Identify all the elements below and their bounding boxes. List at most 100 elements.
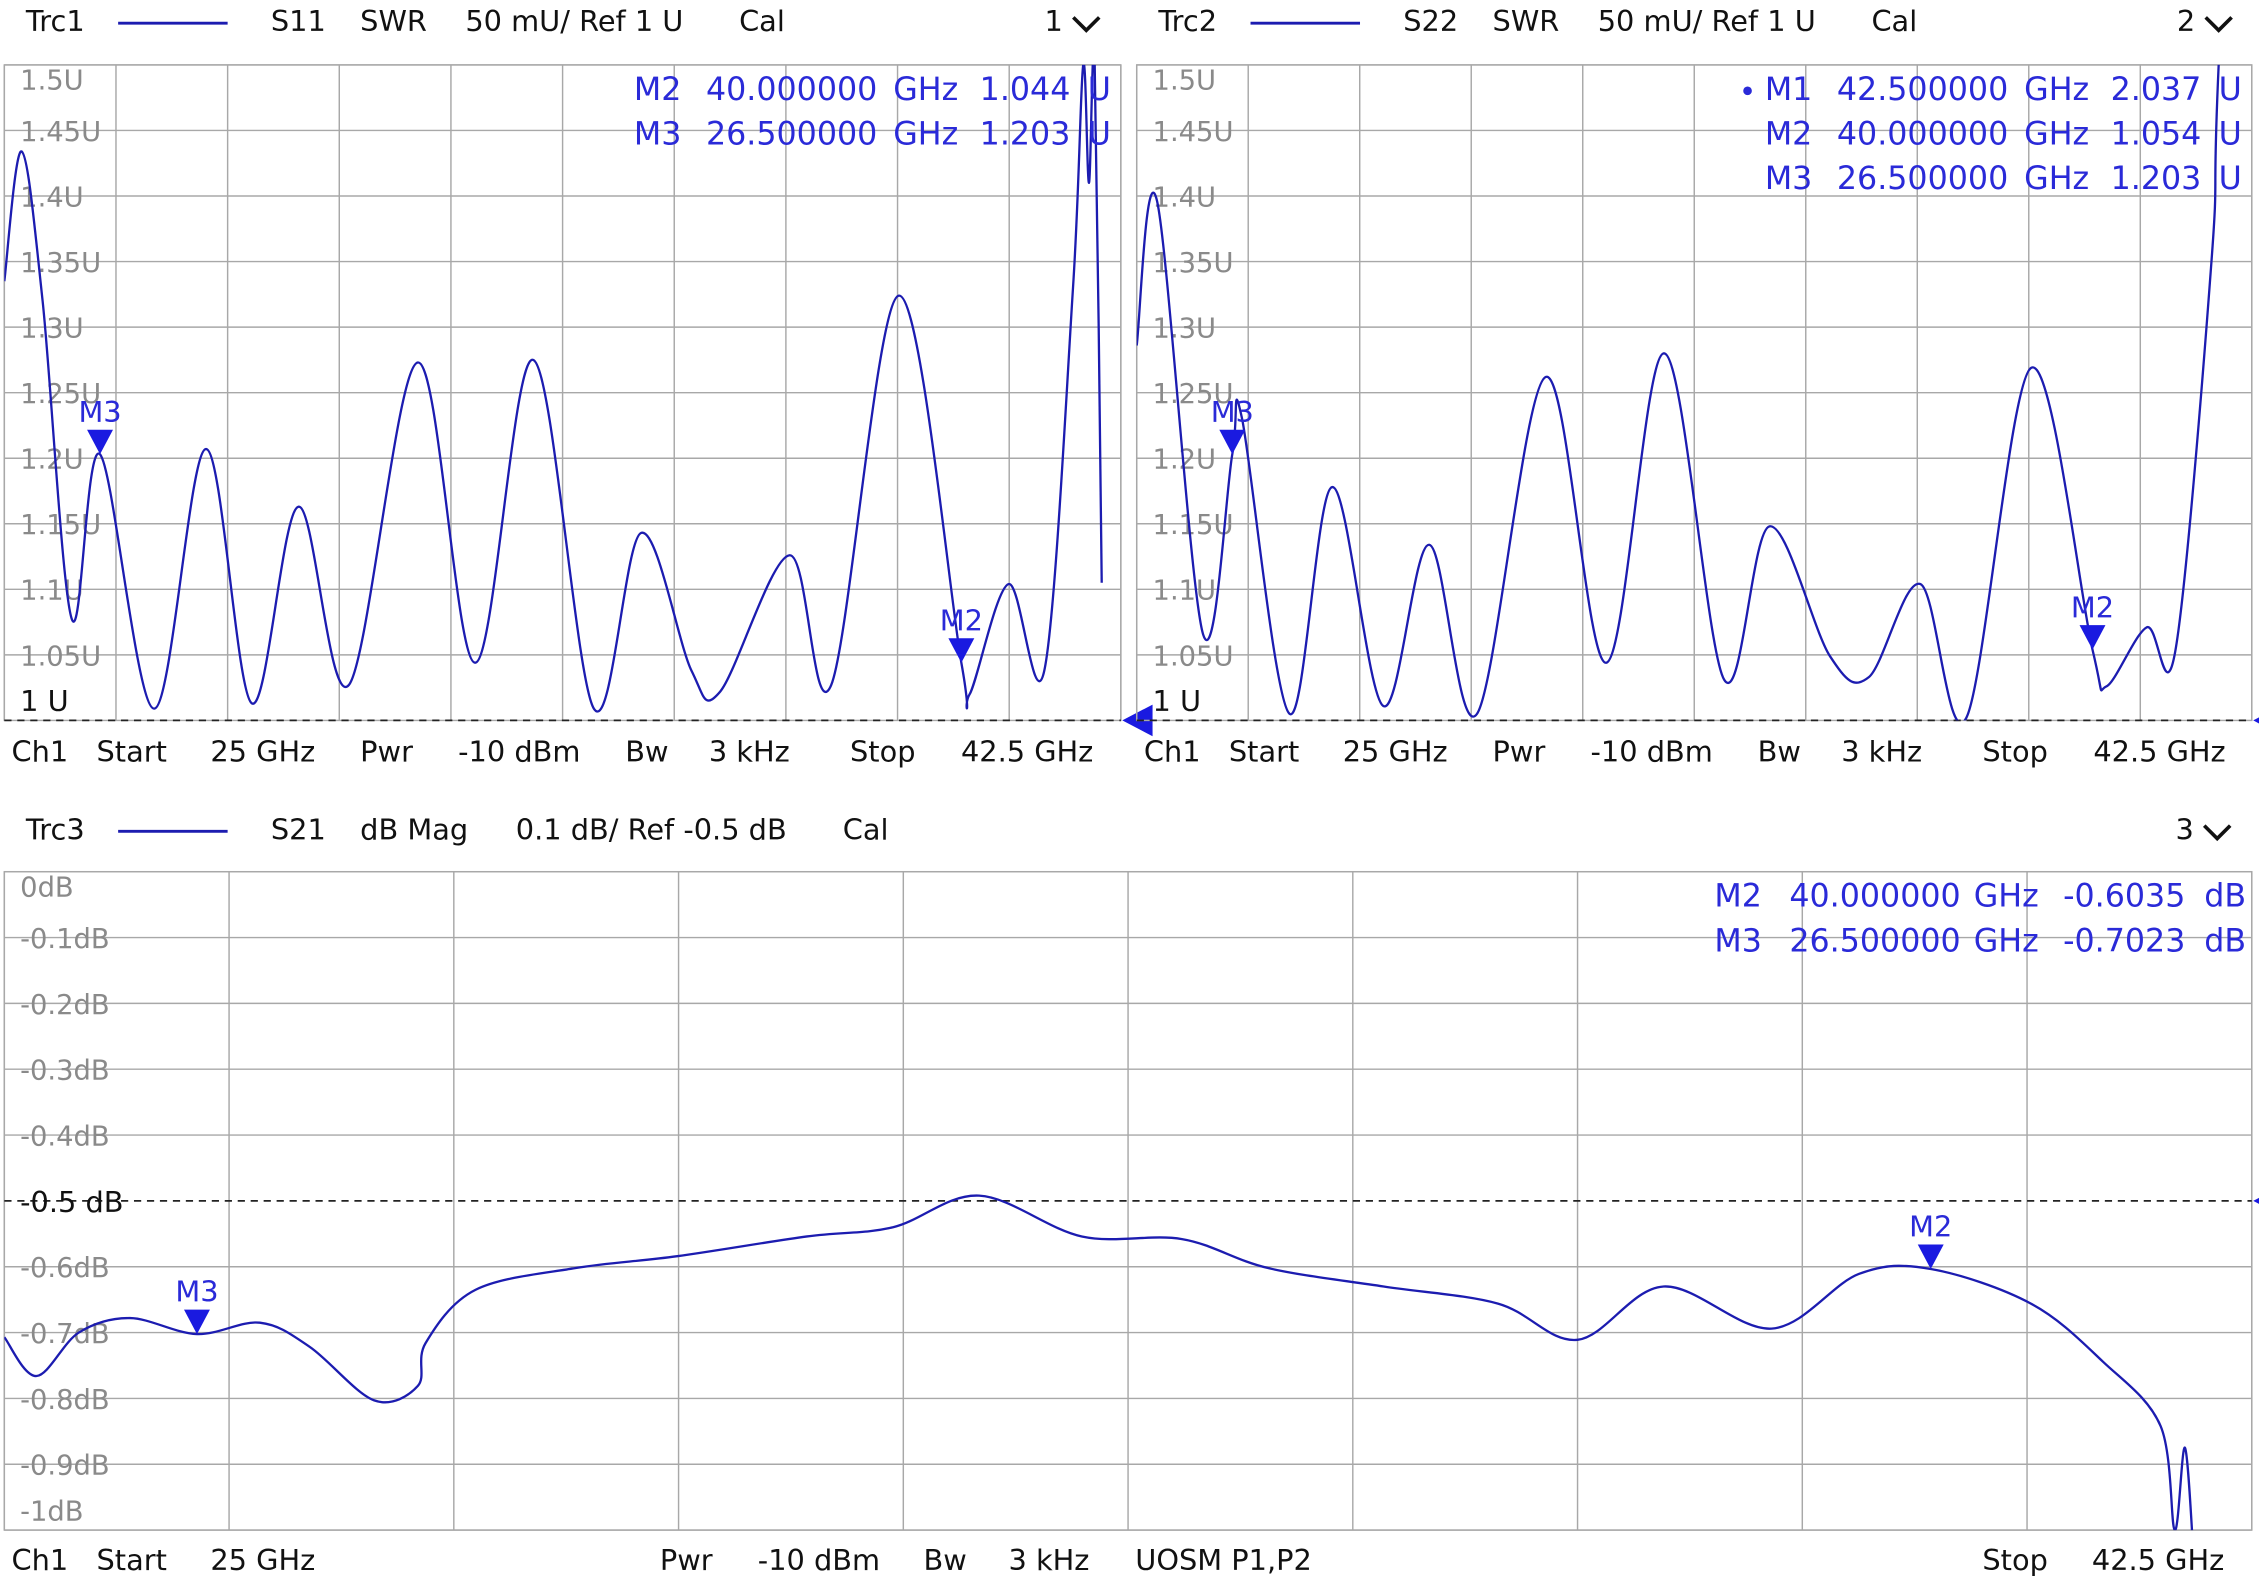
trace-name: Trc2: [1157, 4, 1217, 38]
y-tick-label: 1.5U: [1153, 66, 1217, 97]
y-tick-label: -0.9dB: [20, 1451, 110, 1482]
header-cal: Cal: [843, 812, 889, 846]
footer-text: -10 dBm: [1591, 735, 1713, 769]
readout-unit: dB: [2204, 879, 2246, 915]
y-tick-label: 1.45U: [1153, 117, 1234, 148]
readout-x-unit: GHz: [893, 72, 958, 108]
readout-unit: U: [2219, 117, 2242, 153]
y-tick-label: 1.4U: [1153, 182, 1217, 213]
trace: [4, 64, 1103, 713]
header-scale: 50 mU/ Ref 1 U: [465, 4, 683, 38]
header-format: SWR: [1493, 4, 1560, 38]
y-tick-label: 1.15U: [1153, 510, 1234, 541]
marker-label: M2: [1909, 1210, 1952, 1244]
y-tick-label: -0.1dB: [20, 924, 110, 955]
readout-value: 1.054: [2111, 117, 2202, 153]
readout-x-unit: GHz: [2024, 72, 2089, 108]
footer-text: 25 GHz: [1343, 735, 1448, 769]
readout-x-unit: GHz: [2024, 117, 2089, 153]
footer-text: 42.5 GHz: [2092, 1543, 2224, 1577]
y-tick-label: -0.4dB: [20, 1121, 110, 1152]
y-tick-label: -0.8dB: [20, 1385, 110, 1416]
header-channel: 1: [1044, 4, 1062, 38]
readout-name: M2: [634, 72, 682, 108]
footer-text: 3 kHz: [1841, 735, 1922, 769]
header-scale: 50 mU/ Ref 1 U: [1598, 4, 1816, 38]
y-tick-label: 1.1U: [20, 576, 84, 607]
readout-unit: U: [2219, 161, 2242, 197]
header-format: SWR: [360, 4, 427, 38]
header-param: S11: [271, 4, 326, 38]
readout-name: M3: [1765, 161, 1813, 197]
footer-text: 3 kHz: [709, 735, 790, 769]
readout-name: M1: [1765, 72, 1813, 108]
reference-label: 1 U: [1153, 684, 1202, 718]
y-tick-label: -0.3dB: [20, 1056, 110, 1087]
reference-arrow: [2253, 717, 2259, 724]
reference-label: 1 U: [20, 684, 69, 718]
marker-triangle: [1917, 1244, 1944, 1270]
readout-unit: U: [1088, 117, 1111, 153]
y-tick-label: -0.6dB: [20, 1253, 110, 1284]
marker-triangle: [183, 1309, 210, 1335]
readout-x: 40.000000: [1789, 879, 1960, 915]
markers: M2 M3: [175, 1210, 1952, 1335]
footer-text: Ch1: [12, 735, 69, 769]
footer-text: Pwr: [1493, 735, 1546, 769]
footer-text: Stop: [1982, 1543, 2047, 1577]
chart-panel: Trc1 S11 SWR 50 mU/ Ref 1 U Cal 11.05U1.1U1.1…: [3, 4, 1153, 769]
footer-text: UOSM P1,P2: [1135, 1543, 1312, 1577]
footer-text: Start: [97, 1543, 167, 1577]
readout-x-unit: GHz: [1974, 923, 2039, 959]
trace: [1136, 64, 2220, 721]
header-cal: Cal: [739, 4, 785, 38]
marker-label: M2: [940, 603, 983, 637]
readout-value: 1.044: [980, 72, 1071, 108]
readout-x-unit: GHz: [893, 117, 958, 153]
chart-panel: Trc3 S21 dB Mag 0.1 dB/ Ref -0.5 dB Cal 3 -1dB…: [3, 812, 2259, 1577]
readout-x-unit: GHz: [1974, 879, 2039, 915]
y-tick-label: -0.2dB: [20, 990, 110, 1021]
readout-unit: U: [1088, 72, 1111, 108]
channel-chevron: [2202, 824, 2232, 842]
marker-triangle: [1219, 429, 1246, 455]
marker-triangle: [948, 638, 975, 663]
reference-label: -0.5 dB: [20, 1185, 123, 1219]
readout-name: M3: [1714, 923, 1762, 959]
footer-text: 42.5 GHz: [2093, 735, 2225, 769]
footer-text: Start: [97, 735, 167, 769]
y-tick-label: 1.25U: [1153, 379, 1234, 410]
y-tick-label: 1.1U: [1153, 576, 1217, 607]
active-marker-dot: [1743, 86, 1752, 96]
markers: M2 M3: [78, 395, 983, 663]
footer-text: 25 GHz: [210, 1543, 315, 1577]
marker-triangle: [87, 429, 113, 455]
chart-panel: Trc2 S22 SWR 50 mU/ Ref 1 U Cal 2 1.05U 1.1U 1.1…: [1135, 4, 2259, 769]
footer-text: -10 dBm: [758, 1543, 880, 1577]
y-tick-label: 1.05U: [20, 641, 101, 672]
y-tick-label: 1.3U: [1153, 313, 1217, 344]
y-tick-label: 1.35U: [20, 248, 101, 279]
header-scale: 0.1 dB/ Ref -0.5 dB: [516, 812, 787, 846]
header-channel: 3: [2175, 812, 2193, 846]
footer-text: Bw: [923, 1543, 966, 1577]
footer-text: Ch1: [1144, 735, 1201, 769]
y-tick-label: 1.45U: [20, 117, 101, 148]
reference-arrow: [2253, 1197, 2259, 1204]
readout-value: 2.037: [2111, 72, 2202, 108]
y-tick-label: 1.3U: [20, 313, 84, 344]
footer-text: -10 dBm: [458, 735, 580, 769]
y-tick-label: 1.2U: [20, 445, 84, 476]
readout-value: -0.6035: [2063, 879, 2185, 915]
readout-name: M2: [1765, 117, 1813, 153]
marker-label: M3: [1211, 395, 1254, 429]
footer-text: 42.5 GHz: [961, 735, 1093, 769]
readout-x: 26.500000: [706, 117, 877, 153]
readout-name: M2: [1714, 879, 1762, 915]
readout-unit: dB: [2204, 923, 2246, 959]
readout-x-unit: GHz: [2024, 161, 2089, 197]
footer-text: Stop: [1982, 735, 2047, 769]
footer-text: Stop: [850, 735, 915, 769]
